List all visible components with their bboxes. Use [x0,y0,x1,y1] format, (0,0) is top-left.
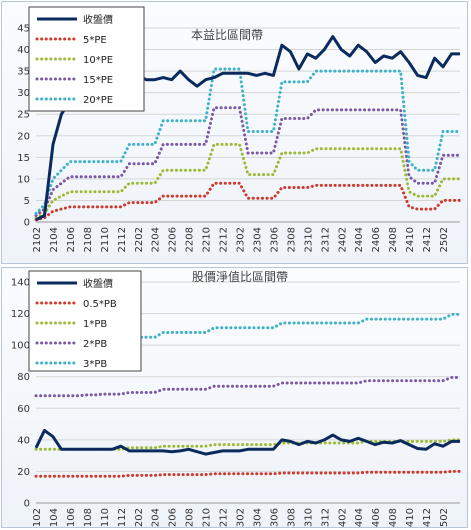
y-tick-label: 0 [24,218,30,229]
x-tick-label: 2102 [32,227,43,252]
x-tick-label: 2306 [269,227,280,252]
x-tick-label: 2108 [83,508,94,527]
y-tick-label: 20 [17,131,30,142]
x-tick-label: 2308 [286,227,297,252]
x-tick-label: 2406 [371,508,382,527]
x-tick-label: 2404 [354,227,365,252]
series-line-2 [34,181,462,222]
x-tick-label: 2208 [185,227,196,252]
series-line-3 [34,142,462,220]
x-tick-label: 2112 [117,227,128,252]
x-tick-label: 2206 [168,227,179,252]
y-tick-label: 140 [11,278,30,289]
x-tick-label: 2410 [405,227,416,252]
x-tick-label: 2304 [252,508,263,527]
x-tick-label: 2406 [371,227,382,252]
y-tick-label: 80 [17,372,30,383]
x-tick-label: 2308 [286,508,297,527]
legend-label: 10*PE [83,55,113,66]
legend-label: 收盤價 [83,277,113,290]
x-tick-label: 2310 [303,508,314,527]
legend-label: 0.5*PB [83,299,117,310]
pe-band-chart-panel: 0 5 10 15 20 25 30 35 40 45 2102 2104 2106 2108 2110 21… [1,1,468,264]
x-tick-label: 2104 [49,227,60,252]
y-tick-label: 40 [17,45,30,56]
legend-label: 15*PE [83,75,113,86]
chart-1: 0 5 10 15 20 25 30 35 40 45 2102 2104 2106 2108 2110 21… [17,6,462,252]
x-tick-label: 2304 [252,227,263,252]
x-tick-label: 2408 [388,227,399,252]
x-tick-label: 2312 [320,227,331,252]
y-tick-label: 15 [17,153,30,164]
legend-box [28,270,142,372]
chart-2: 0 20 40 60 80 100 120 140 2102 2104 2106 2108 2110 21… [11,269,462,527]
x-tick-label: 2204 [151,508,162,527]
series-line-5 [34,67,462,215]
x-tick-label: 2104 [49,508,60,527]
y-tick-label: 5 [24,196,30,207]
x-tick-label: 2210 [202,508,213,527]
y-tick-label: 100 [11,341,30,352]
x-tick-label: 2210 [202,227,213,252]
y-tick-label: 120 [11,309,30,320]
x-tick-label: 2302 [236,227,247,252]
x-tick-label: 2412 [422,227,433,252]
x-tick-label: 2204 [151,227,162,252]
y-tick-label: 45 [17,24,30,35]
x-tick-label: 2110 [100,227,111,252]
y-tick-label: 0 [24,499,30,510]
pb-band-chart-panel: 0 20 40 60 80 100 120 140 2102 2104 2106 2108 2110 21… [1,267,468,528]
x-tick-label: 2408 [388,508,399,527]
x-tick-label: 2208 [185,508,196,527]
x-tick-label: 2312 [320,508,331,527]
x-tick-label: 2202 [134,227,145,252]
legend-label: 5*PE [83,35,107,46]
x-tick-label: 2402 [337,508,348,527]
y-tick-label: 35 [17,67,30,78]
y-tick-label: 25 [17,110,30,121]
y-tick-label: 20 [17,467,30,478]
x-tick-label: 2106 [66,227,77,252]
y-tick-label: 10 [17,174,30,185]
legend-label: 3*PB [83,359,107,370]
x-tick-label: 2106 [66,508,77,527]
x-tick-label: 2202 [134,508,145,527]
y-tick-label: 40 [17,435,30,446]
series-line-5 [34,312,462,344]
legend-label: 2*PB [83,339,107,350]
y-tick-label: 30 [17,88,30,99]
legend-label: 20*PE [83,95,113,106]
x-tick-label: 2212 [219,227,230,252]
x-tick-label: 2404 [354,508,365,527]
x-tick-label: 2402 [337,227,348,252]
series-line-1 [34,428,460,456]
chart-title: 本益比區間帶 [191,28,263,42]
x-tick-label: 2410 [405,508,416,527]
x-tick-label: 2302 [236,508,247,527]
series-line-4 [34,106,462,217]
legend-box [28,6,145,112]
x-tick-label: 2108 [83,227,94,252]
x-tick-label: 2502 [439,227,450,252]
x-tick-label: 2412 [422,508,433,527]
x-tick-label: 2212 [219,508,230,527]
y-tick-label: 60 [17,404,30,415]
legend-label: 收盤價 [83,13,113,26]
x-tick-label: 2112 [117,508,128,527]
x-tick-label: 2306 [269,508,280,527]
series-line-2 [34,469,462,478]
chart-title: 股價淨值比區間帶 [192,269,288,284]
x-tick-label: 2206 [168,508,179,527]
legend-label: 1*PB [83,319,107,330]
x-tick-label: 2110 [100,508,111,527]
x-tick-label: 2502 [439,508,450,527]
series-line-4 [34,376,462,398]
x-tick-label: 2310 [303,227,314,252]
x-tick-label: 2102 [32,508,43,527]
